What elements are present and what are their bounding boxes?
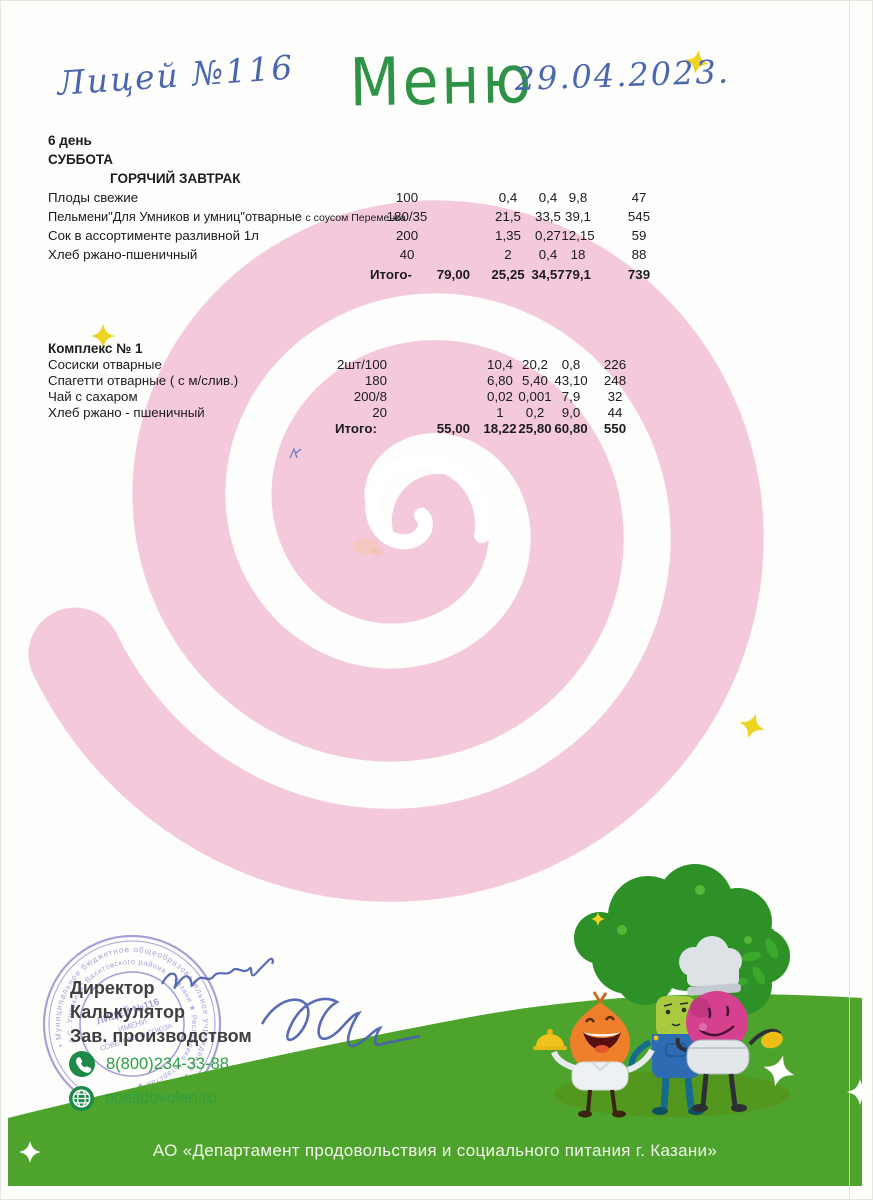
portion-cell: 100 bbox=[395, 190, 419, 205]
carbs-cell: 43,10 bbox=[554, 373, 588, 388]
breakfast-table: Плоды свежие 100 0,4 0,4 9,8 47 Пельмени… bbox=[48, 190, 708, 290]
table-row: Сок в ассортименте разливной 1л 200 1,35… bbox=[48, 228, 708, 246]
kcal-cell: 44 bbox=[607, 405, 623, 420]
dish-name: Хлеб ржано - пшеничный bbox=[48, 405, 205, 420]
portion-cell: 40 bbox=[399, 247, 415, 262]
total-label: Итого: bbox=[335, 421, 377, 436]
fat-cell: 20,2 bbox=[522, 357, 548, 372]
table-total-row: Итого- 79,00 25,25 34,57 79,1 739 bbox=[48, 267, 708, 285]
total-price: 79,00 bbox=[436, 267, 470, 282]
table-total-row: Итого: 55,00 18,22 25,80 60,80 550 bbox=[48, 421, 708, 439]
director-label: Директор bbox=[70, 978, 155, 998]
carbs-cell: 9,8 bbox=[568, 190, 588, 205]
kcal-cell: 32 bbox=[607, 389, 623, 404]
table-row: Хлеб ржано-пшеничный 40 2 0,4 18 88 bbox=[48, 247, 708, 265]
website-row: poelidovolen.ru bbox=[68, 1085, 217, 1112]
table-row: Чай с сахаром 200/8 0,02 0,001 7,9 32 bbox=[48, 389, 708, 407]
table-row: Пельмени"Для Умников и умниц"отварные с … bbox=[48, 209, 708, 227]
protein-cell: 6,80 bbox=[487, 373, 513, 388]
phone-number: 8(800)234-33-88 bbox=[106, 1054, 229, 1073]
kcal-cell: 88 bbox=[631, 247, 647, 262]
carbs-cell: 39,1 bbox=[565, 209, 591, 224]
kcal-cell: 248 bbox=[603, 373, 627, 388]
dish-name: Сосиски отварные bbox=[48, 357, 162, 372]
fat-cell: 5,40 bbox=[522, 373, 548, 388]
production-manager-label: Зав. производством bbox=[70, 1026, 252, 1046]
portion-cell: 2шт/100 bbox=[336, 357, 387, 372]
protein-cell: 1,35 bbox=[495, 228, 521, 243]
dish-name: Сок в ассортименте разливной 1л bbox=[48, 228, 259, 243]
total-price: 55,00 bbox=[436, 421, 470, 436]
dish-name: Пельмени"Для Умников и умниц"отварные с … bbox=[48, 209, 406, 224]
stain-smudge bbox=[353, 538, 379, 554]
carbs-cell: 79,1 bbox=[565, 267, 591, 282]
menu-date-handwritten: 29.04.2023. bbox=[514, 52, 731, 98]
phone-icon bbox=[69, 1051, 95, 1077]
kcal-cell: 739 bbox=[627, 267, 651, 282]
dish-name: Хлеб ржано-пшеничный bbox=[48, 247, 198, 262]
dish-name: Чай с сахаром bbox=[48, 389, 138, 404]
portion-cell: 180/35 bbox=[386, 209, 428, 224]
portion-cell: 180 bbox=[364, 373, 387, 388]
menu-title: Меню bbox=[349, 40, 535, 122]
globe-icon bbox=[68, 1085, 95, 1112]
protein-cell: 21,5 bbox=[495, 209, 521, 224]
total-label: Итого- bbox=[370, 267, 412, 282]
website-url: poelidovolen.ru bbox=[105, 1089, 217, 1107]
table-row: Плоды свежие 100 0,4 0,4 9,8 47 bbox=[48, 190, 708, 208]
kcal-cell: 226 bbox=[603, 357, 627, 372]
breakfast-heading: ГОРЯЧИЙ ЗАВТРАК bbox=[110, 171, 241, 186]
kcal-cell: 47 bbox=[631, 190, 647, 205]
portion-cell: 20 bbox=[372, 405, 387, 420]
fat-cell: 33,5 bbox=[535, 209, 561, 224]
phone-row: 8(800)234-33-88 bbox=[68, 1050, 229, 1078]
portion-cell: 200 bbox=[395, 228, 419, 243]
day-number: 6 день bbox=[48, 133, 92, 148]
table-row: Хлеб ржано - пшеничный 20 1 0,2 9,0 44 bbox=[48, 405, 708, 423]
protein-cell: 0,4 bbox=[498, 190, 518, 205]
protein-cell: 0,02 bbox=[487, 389, 513, 404]
dish-name: Спагетти отварные ( с м/слив.) bbox=[48, 373, 239, 388]
carbs-cell: 60,80 bbox=[554, 421, 588, 436]
sparkle-icon bbox=[735, 709, 769, 743]
pen-mark bbox=[289, 447, 302, 459]
complex-table: Сосиски отварные 2шт/100 10,4 20,2 0,8 2… bbox=[48, 357, 708, 447]
carbs-cell: 12,15 bbox=[561, 228, 595, 243]
carbs-cell: 18 bbox=[570, 247, 586, 262]
carbs-cell: 9,0 bbox=[561, 405, 581, 420]
fat-cell: 0,001 bbox=[518, 389, 552, 404]
onion-character bbox=[533, 991, 655, 1118]
kcal-cell: 59 bbox=[631, 228, 647, 243]
footer-company: АО «Департамент продовольствия и социаль… bbox=[152, 1141, 718, 1160]
kcal-cell: 545 bbox=[627, 209, 651, 224]
dish-name-small: с соусом Переменка bbox=[305, 212, 406, 224]
dish-name: Плоды свежие bbox=[48, 190, 139, 205]
complex-heading: Комплекс № 1 bbox=[48, 341, 143, 356]
beet-cook-character bbox=[675, 936, 783, 1112]
fat-cell: 0,27 bbox=[535, 228, 561, 243]
protein-cell: 25,25 bbox=[491, 267, 525, 282]
fat-cell: 0,4 bbox=[538, 247, 558, 262]
protein-cell: 2 bbox=[504, 247, 512, 262]
portion-cell: 200/8 bbox=[353, 389, 387, 404]
carbs-cell: 0,8 bbox=[561, 357, 581, 372]
kcal-cell: 550 bbox=[603, 421, 627, 436]
fat-cell: 0,2 bbox=[525, 405, 545, 420]
table-row: Спагетти отварные ( с м/слив.) 180 6,80 … bbox=[48, 373, 708, 391]
page-edge-line bbox=[849, 0, 850, 1200]
fat-cell: 25,80 bbox=[518, 421, 552, 436]
protein-cell: 10,4 bbox=[487, 357, 513, 372]
protein-cell: 1 bbox=[496, 405, 504, 420]
table-row: Сосиски отварные 2шт/100 10,4 20,2 0,8 2… bbox=[48, 357, 708, 375]
carbs-cell: 7,9 bbox=[561, 389, 581, 404]
leaf-sprig bbox=[730, 928, 779, 1003]
fat-cell: 34,57 bbox=[531, 267, 565, 282]
day-name: СУББОТА bbox=[48, 152, 114, 167]
fat-cell: 0,4 bbox=[538, 190, 558, 205]
protein-cell: 18,22 bbox=[483, 421, 517, 436]
calculator-label: Калькулятор bbox=[70, 1002, 186, 1022]
